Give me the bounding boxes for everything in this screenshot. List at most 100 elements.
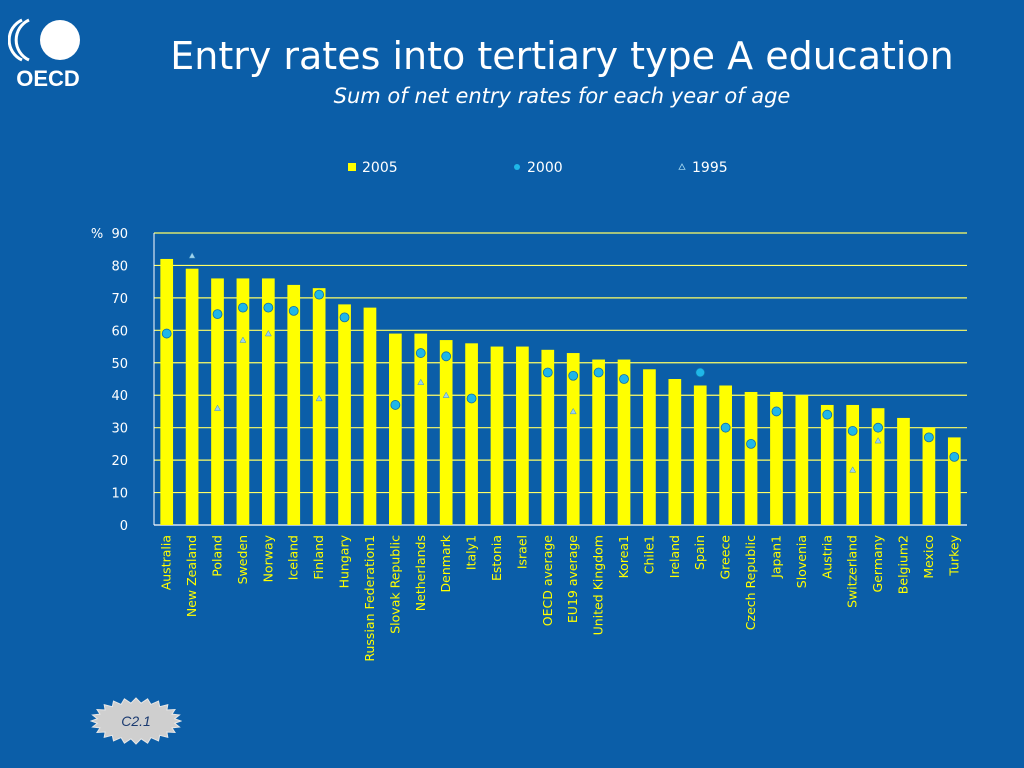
point-2000 <box>923 432 934 443</box>
point-2000 <box>619 374 629 384</box>
y-tick-label: 10 <box>111 487 128 502</box>
y-tick-label: 60 <box>111 324 128 339</box>
y-tick-label: 70 <box>111 292 128 307</box>
point-2000 <box>390 400 401 410</box>
bar <box>261 278 275 525</box>
point-2000 <box>746 438 756 449</box>
bar <box>465 343 478 525</box>
badge-label: C2.1 <box>121 713 151 729</box>
point-1995 <box>417 378 425 385</box>
point-2000 <box>771 406 782 417</box>
x-tick-label: Germany <box>870 534 885 592</box>
bar <box>871 408 885 525</box>
chart-title: Entry rates into tertiary type A educati… <box>170 34 954 78</box>
x-tick-label: New Zealand <box>184 535 199 617</box>
bar <box>414 333 428 525</box>
bar <box>770 391 783 525</box>
bar <box>693 385 707 525</box>
x-tick-label: Russian Federation1 <box>362 535 377 662</box>
bar <box>211 278 224 525</box>
bar <box>922 427 936 525</box>
point-2000 <box>695 367 706 378</box>
y-tick-label: 80 <box>111 259 128 274</box>
legend-label: 1995 <box>692 160 728 176</box>
bar <box>236 278 250 525</box>
x-tick-label: Poland <box>210 535 225 577</box>
point-1995 <box>264 330 272 337</box>
y-tick-label: 50 <box>111 357 128 372</box>
bar <box>338 304 351 525</box>
point-2000 <box>263 302 274 313</box>
legend-label: 2005 <box>362 160 398 176</box>
x-tick-label: Estonia <box>489 535 504 581</box>
y-tick-label: 40 <box>111 389 128 404</box>
bar <box>566 353 580 525</box>
x-tick-label: Belgium2 <box>895 535 910 594</box>
x-tick-label: Chile1 <box>641 535 656 574</box>
x-tick-label: Austria <box>819 535 834 579</box>
x-tick-label: Hungary <box>337 534 352 588</box>
point-2000 <box>466 393 477 404</box>
legend-label: 2000 <box>527 160 563 176</box>
bar <box>617 359 631 525</box>
point-2000 <box>873 422 883 433</box>
x-tick-label: Denmark <box>438 534 453 592</box>
logo-text: OECD <box>16 66 80 90</box>
bar <box>490 346 504 525</box>
bar <box>744 391 758 525</box>
point-1995 <box>849 466 857 473</box>
x-tick-label: Netherlands <box>413 535 428 611</box>
x-tick-label: Japan1 <box>768 535 783 579</box>
bar <box>592 359 605 525</box>
point-2000 <box>161 328 172 339</box>
legend-swatch-1995 <box>678 163 686 170</box>
x-tick-label: EU19 average <box>565 535 580 623</box>
bar <box>541 349 555 525</box>
x-tick-label: Sweden <box>235 535 250 584</box>
x-tick-label: Finland <box>311 535 326 580</box>
bar <box>897 417 910 525</box>
point-1995 <box>442 391 450 398</box>
bar <box>947 437 961 525</box>
point-2000 <box>568 370 579 381</box>
bar <box>820 404 834 525</box>
bar <box>643 369 656 525</box>
x-tick-label: Norway <box>260 534 275 582</box>
point-2000 <box>212 309 223 320</box>
x-tick-label: Australia <box>159 535 174 590</box>
point-2000 <box>593 367 604 378</box>
point-1995 <box>315 394 323 402</box>
point-2000 <box>949 451 960 462</box>
bar <box>312 288 326 525</box>
x-tick-label: Mexico <box>921 535 936 579</box>
bar <box>185 268 199 525</box>
oecd-logo: OECD <box>8 18 80 90</box>
slide-badge: C2.1 <box>90 697 182 745</box>
point-1995 <box>214 404 221 411</box>
x-tick-label: Czech Republic <box>743 535 758 630</box>
point-1995 <box>239 336 247 343</box>
x-tick-label: Korea1 <box>616 535 631 578</box>
x-tick-label: Turkey <box>946 534 961 576</box>
x-tick-label: Switzerland <box>845 535 860 608</box>
point-1995 <box>569 407 577 415</box>
point-2000 <box>847 426 858 436</box>
x-tick-label: Slovak Republic <box>387 535 402 634</box>
x-tick-label: Italy1 <box>464 535 479 570</box>
y-tick-label: 90 <box>111 227 128 242</box>
legend-swatch-2005 <box>348 163 356 171</box>
bar <box>287 284 301 525</box>
legend-swatch-2000 <box>514 164 520 170</box>
bar <box>719 385 732 525</box>
x-tick-label: United Kingdom <box>591 535 606 635</box>
bar <box>363 307 377 525</box>
chart-subtitle: Sum of net entry rates for each year of … <box>333 84 791 108</box>
bar <box>160 258 174 525</box>
bar <box>846 404 860 525</box>
x-tick-label: OECD average <box>540 535 555 627</box>
x-tick-label: Greece <box>718 535 733 580</box>
point-2000 <box>441 351 452 362</box>
bar <box>516 346 529 525</box>
y-tick-label: 0 <box>120 519 128 534</box>
